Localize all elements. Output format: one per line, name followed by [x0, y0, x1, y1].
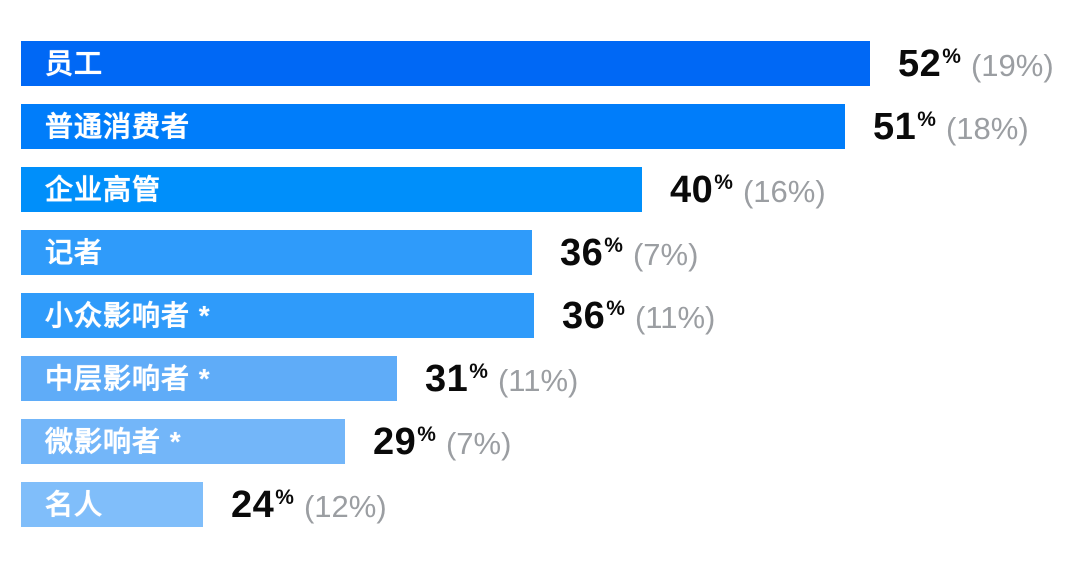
bar-category-label: 微影响者 * — [45, 425, 182, 457]
bar-value: 36 — [560, 231, 604, 274]
bar-value: 24 — [231, 483, 275, 526]
bar-secondary-value: (7%) — [632, 236, 699, 272]
bar-secondary-value: (7%) — [445, 425, 512, 461]
bar-value-percent-sign: % — [417, 422, 436, 446]
chart-row: 中层影响者 * 31 % (11%) — [21, 356, 1080, 401]
bar: 小众影响者 * — [21, 293, 534, 338]
bar-rows: 员工 52 % (19%) 普通消费者 51 % (18%) 企业高管 40 %… — [0, 41, 1080, 527]
bar: 微影响者 * — [21, 419, 345, 464]
chart-row: 名人 24 % (12%) — [21, 482, 1080, 527]
bar-value: 31 — [425, 357, 469, 400]
bar-value-group: 36 % (11%) — [562, 297, 715, 335]
bar-value-percent-sign: % — [604, 233, 623, 257]
chart-row: 普通消费者 51 % (18%) — [21, 104, 1080, 149]
bar-value: 51 — [873, 105, 917, 148]
bar-category-label: 企业高管 — [45, 173, 162, 205]
chart-row: 小众影响者 * 36 % (11%) — [21, 293, 1080, 338]
bar-secondary-value: (18%) — [945, 110, 1029, 146]
bar: 中层影响者 * — [21, 356, 397, 401]
bar: 名人 — [21, 482, 203, 527]
bar-value-percent-sign: % — [606, 296, 625, 320]
bar-value-percent-sign: % — [469, 359, 488, 383]
bar: 普通消费者 — [21, 104, 845, 149]
bar-value-group: 24 % (12%) — [231, 486, 387, 524]
bar-value-percent-sign: % — [714, 170, 733, 194]
bar-value-group: 29 % (7%) — [373, 423, 511, 461]
bar-secondary-value: (11%) — [497, 362, 579, 398]
bar: 企业高管 — [21, 167, 642, 212]
bar-value-percent-sign: % — [275, 485, 294, 509]
bar: 记者 — [21, 230, 532, 275]
bar-category-label: 记者 — [45, 236, 104, 268]
bar-category-label: 普通消费者 — [45, 110, 191, 142]
bar-value-group: 31 % (11%) — [425, 360, 578, 398]
bar: 员工 — [21, 41, 870, 86]
bar-category-label: 名人 — [45, 488, 104, 520]
bar-category-label: 小众影响者 * — [45, 299, 211, 331]
bar-value-group: 52 % (19%) — [898, 45, 1054, 83]
bar-value: 52 — [898, 42, 942, 85]
chart-row: 记者 36 % (7%) — [21, 230, 1080, 275]
bar-secondary-value: (11%) — [634, 299, 716, 335]
chart-row: 微影响者 * 29 % (7%) — [21, 419, 1080, 464]
bar-value: 36 — [562, 294, 606, 337]
bar-category-label: 中层影响者 * — [45, 362, 211, 394]
bar-secondary-value: (19%) — [970, 47, 1054, 83]
bar-secondary-value: (16%) — [742, 173, 826, 209]
bar-value-group: 51 % (18%) — [873, 108, 1029, 146]
bar-secondary-value: (12%) — [303, 488, 387, 524]
bar-value: 40 — [670, 168, 714, 211]
bar-value: 29 — [373, 420, 417, 463]
bar-value-percent-sign: % — [917, 107, 936, 131]
bar-category-label: 员工 — [45, 47, 104, 79]
bar-value-group: 40 % (16%) — [670, 171, 826, 209]
chart-row: 员工 52 % (19%) — [21, 41, 1080, 86]
chart-row: 企业高管 40 % (16%) — [21, 167, 1080, 212]
bar-value-percent-sign: % — [942, 44, 961, 68]
bar-value-group: 36 % (7%) — [560, 234, 698, 272]
